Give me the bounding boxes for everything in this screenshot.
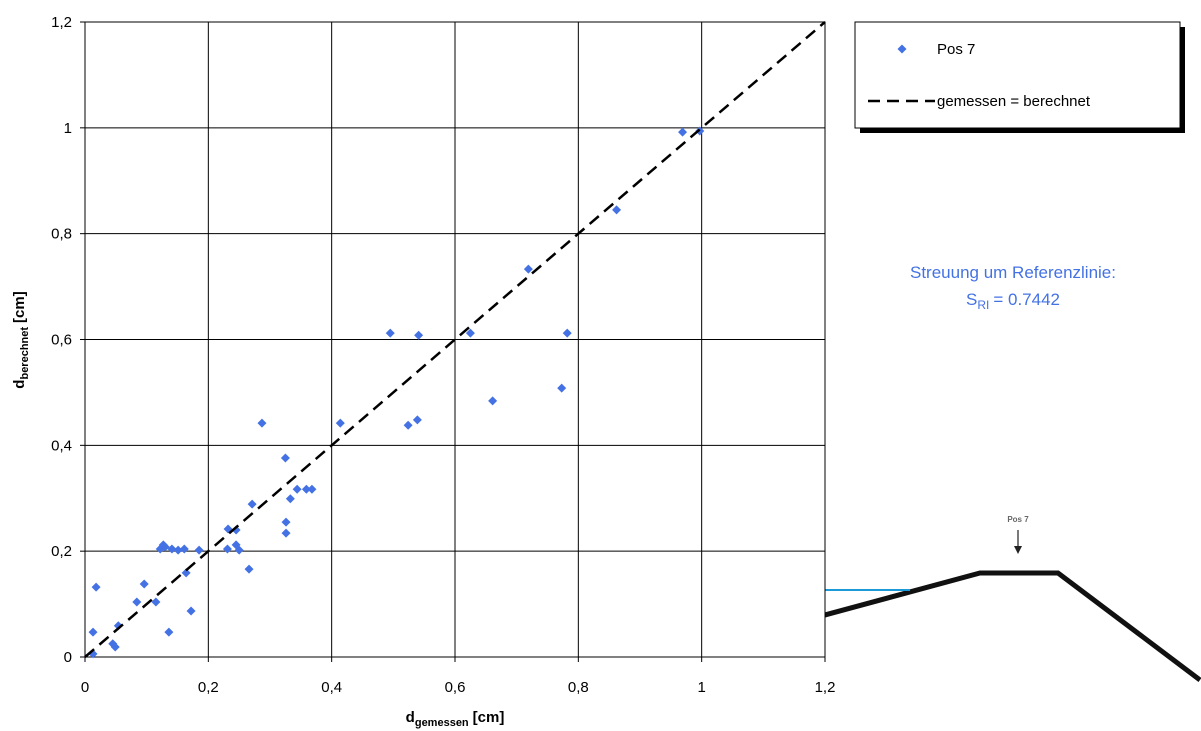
y-tick-label: 1,2	[51, 14, 72, 31]
scatter-point	[173, 545, 183, 555]
y-tick-label: 0,2	[51, 543, 72, 560]
scatter-point	[167, 544, 177, 554]
scatter-point	[280, 453, 290, 463]
scatter-point	[160, 542, 170, 552]
scatter-point	[488, 396, 498, 406]
reference-line	[84, 21, 826, 658]
x-tick-label: 0,4	[321, 679, 342, 696]
scatter-point	[292, 484, 302, 494]
scatter-point	[179, 544, 189, 554]
axis-label-main: d	[406, 709, 415, 726]
pos-arrow-head	[1014, 546, 1022, 554]
y-tick-label: 0,8	[51, 226, 72, 243]
dike-profile	[676, 570, 1201, 682]
legend-symbol	[897, 44, 907, 54]
scatter-point	[678, 127, 688, 137]
scatter-point	[222, 544, 232, 554]
scatter-point	[562, 328, 572, 338]
axis-label-unit: [cm]	[473, 709, 505, 726]
annotation-subscript: RI	[977, 298, 989, 312]
x-tick-label: 1	[697, 679, 705, 696]
scatter-point	[132, 597, 142, 607]
annotation-symbol: S	[966, 290, 977, 309]
scatter-point	[234, 545, 244, 555]
scatter-point	[301, 484, 311, 494]
annotation: SRI = 0.7442	[966, 290, 1060, 312]
x-tick-label: 0,2	[198, 679, 219, 696]
y-tick-label: 1	[64, 120, 72, 137]
legend: Pos 7 gemessen = berechnet	[854, 21, 1185, 133]
scatter-point	[194, 545, 204, 555]
y-tick-label: 0,6	[51, 332, 72, 349]
scatter-point	[181, 568, 191, 578]
x-tick-label: 0,6	[445, 679, 466, 696]
scatter-point	[257, 418, 267, 428]
scatter-point	[412, 415, 422, 425]
annotation-value: = 0.7442	[993, 290, 1060, 309]
scatter-point	[281, 517, 291, 527]
x-tick-label: 0,8	[568, 679, 589, 696]
legend-label: gemessen = berechnet	[937, 93, 1091, 110]
scatter-point	[465, 328, 475, 338]
scatter-point	[88, 627, 98, 637]
inset-label: Pos 7	[1007, 515, 1029, 524]
axis-label-main: d	[11, 380, 28, 389]
scatter-point	[335, 418, 345, 428]
axis-label-subscript: gemessen	[415, 717, 469, 729]
y-axis-label: dberechnet [cm]	[11, 291, 31, 388]
annotation: Streuung um Referenzlinie:	[910, 263, 1116, 282]
scatter-point	[247, 499, 257, 509]
x-tick-label: 0	[81, 679, 89, 696]
scatter-point	[151, 597, 161, 607]
scatter-point	[307, 484, 317, 494]
x-tick-label: 1,2	[815, 679, 836, 696]
scatter-point	[164, 627, 174, 637]
scatter-point	[91, 582, 101, 592]
scatter-point	[612, 205, 622, 215]
legend-label: Pos 7	[937, 41, 975, 58]
scatter-point	[139, 579, 149, 589]
legend-box	[854, 21, 1181, 129]
axis-label-subscript: berechnet	[19, 327, 31, 380]
scatter-point	[186, 606, 196, 616]
scatter-point	[110, 642, 120, 652]
scatter-point	[281, 528, 291, 538]
scatter-point	[414, 330, 424, 340]
scatter-point	[403, 420, 413, 430]
scatter-point	[285, 494, 295, 504]
scatter-point	[385, 328, 395, 338]
y-tick-label: 0,4	[51, 437, 72, 454]
y-tick-label: 0	[64, 649, 72, 666]
scatter-point	[557, 383, 567, 393]
axis-label-unit: [cm]	[11, 291, 28, 323]
scatter-point	[244, 564, 254, 574]
scatter-point	[523, 264, 533, 274]
x-axis-label: dgemessen [cm]	[406, 709, 505, 729]
